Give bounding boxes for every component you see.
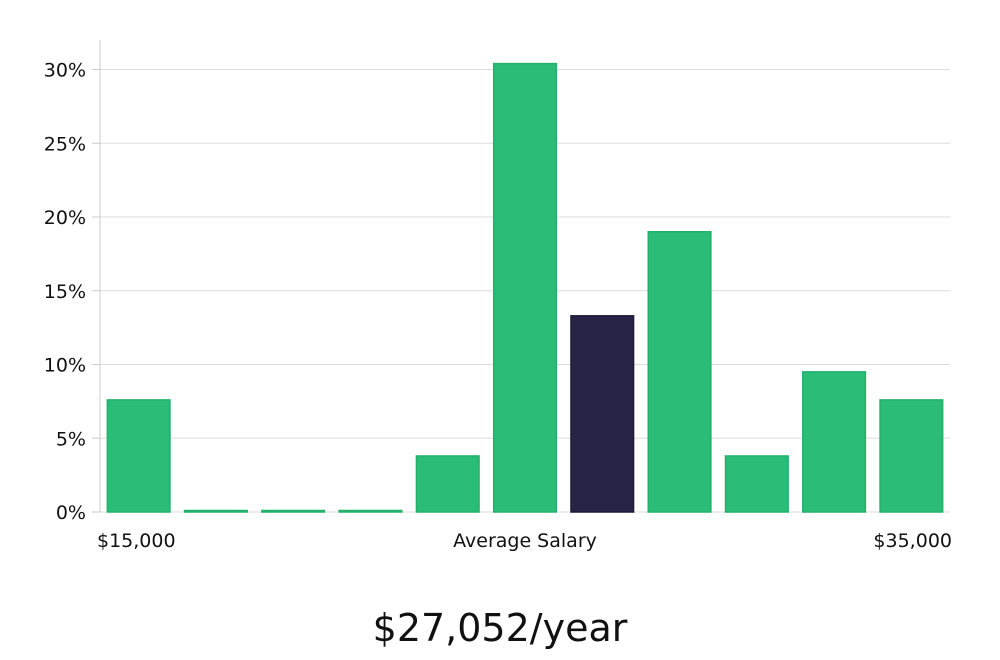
y-tick-label: 30% — [44, 60, 86, 82]
average-salary-value: $27,052/year — [372, 606, 628, 650]
bar — [261, 509, 326, 513]
bars — [106, 62, 944, 513]
bar — [183, 509, 248, 513]
bar — [415, 455, 480, 513]
bar-average-salary — [570, 315, 635, 513]
y-tick-label: 25% — [44, 133, 86, 155]
x-label-max: $35,000 — [873, 530, 952, 552]
bar — [802, 371, 867, 513]
y-tick-label: 20% — [44, 207, 86, 229]
bar — [338, 509, 403, 513]
bar — [879, 399, 944, 513]
bar — [492, 62, 558, 513]
y-tick-label: 0% — [56, 502, 86, 524]
y-tick-label: 5% — [56, 428, 86, 450]
salary-distribution-chart: 0% 5% 10% 15% 20% 25% 30% $15,000 Average Sala… — [44, 40, 952, 552]
x-label-average: Average Salary — [453, 530, 597, 552]
y-axis-ticks: 0% 5% 10% 15% 20% 25% 30% — [44, 60, 100, 524]
y-tick-label: 10% — [44, 355, 86, 377]
y-tick-label: 15% — [44, 281, 86, 303]
bar — [106, 399, 171, 513]
bar — [724, 455, 789, 513]
bar — [647, 231, 712, 513]
x-label-min: $15,000 — [97, 530, 176, 552]
